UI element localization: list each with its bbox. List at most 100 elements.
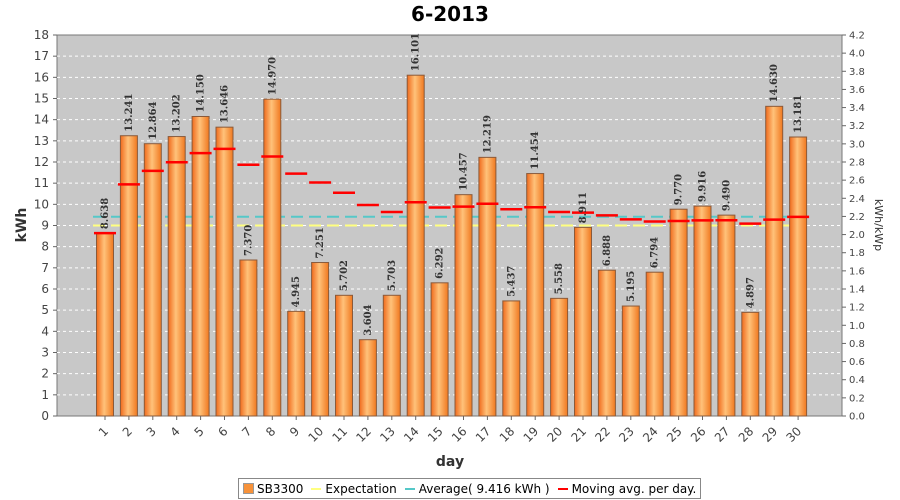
bar-value-label: 16.101 <box>411 33 422 71</box>
bar-value-label: 4.945 <box>291 276 302 307</box>
legend-label-expectation: Expectation <box>325 481 397 496</box>
y-axis-right: 0.0 0.2 0.4 0.6 0.8 1.0 1.2 1.4 1.6 1.8 2.0 2.2 2.4 2… <box>842 31 865 423</box>
bar-value-label: 12.219 <box>482 115 493 153</box>
bar <box>96 232 114 417</box>
y-right-tick-label: 4.0 <box>849 49 865 60</box>
y-axis-right-title: kWh/kWp <box>872 199 885 251</box>
bar <box>741 311 760 417</box>
y-tick-label: 15 <box>34 92 49 106</box>
y-right-tick-label: 3.8 <box>849 67 865 78</box>
y-tick-label: 1 <box>41 388 49 402</box>
bar-value-label: 5.703 <box>387 260 398 291</box>
bar-value-label: 9.490 <box>721 180 732 211</box>
chart-title: 6-2013 <box>411 2 489 26</box>
bar-value-label: 7.370 <box>243 225 254 256</box>
y-right-tick-label: 1.4 <box>849 285 865 296</box>
x-tick-label: 12 <box>353 424 374 445</box>
y-right-tick-label: 1.6 <box>849 266 865 277</box>
bar-value-label: 13.202 <box>172 94 183 132</box>
bar-value-label: 14.150 <box>196 74 207 112</box>
x-tick-label: 5 <box>191 424 206 439</box>
x-tick-label: 16 <box>449 424 470 445</box>
bar <box>119 135 138 417</box>
bar <box>693 205 712 417</box>
legend-swatch-average <box>404 487 415 490</box>
bar <box>789 136 808 417</box>
y-right-tick-label: 0.4 <box>849 375 865 386</box>
y-right-tick-label: 0.8 <box>849 339 865 350</box>
y-right-tick-label: 4.2 <box>849 31 865 42</box>
bar <box>765 105 784 417</box>
legend-item-average: Average( 9.416 kWh ) <box>404 481 550 496</box>
bar-value-label: 5.702 <box>339 260 350 291</box>
bar <box>287 310 306 417</box>
y-tick-label: 13 <box>34 134 49 148</box>
x-tick-label: 27 <box>712 424 733 445</box>
y-tick-label: 7 <box>41 261 49 275</box>
y-right-tick-label: 3.2 <box>849 121 865 132</box>
bar <box>311 262 330 417</box>
x-tick-label: 2 <box>120 424 135 439</box>
bar <box>478 156 497 417</box>
legend-item-moving-avg: Moving avg. per day. <box>557 482 696 496</box>
x-tick-label: 15 <box>425 424 446 445</box>
y-tick-label: 8 <box>41 240 49 254</box>
y-right-tick-label: 1.0 <box>849 321 865 332</box>
legend-label-sb3300: SB3300 <box>257 481 304 496</box>
y-tick-label: 0 <box>41 409 49 423</box>
legend-label-average: Average( 9.416 kWh ) <box>418 481 550 496</box>
bar <box>143 143 162 417</box>
x-tick-label: 13 <box>377 424 398 445</box>
legend-swatch-moving-avg <box>557 487 568 490</box>
y-right-tick-label: 0.6 <box>849 357 865 368</box>
bar-value-label: 13.646 <box>220 85 231 123</box>
legend-swatch-sb3300 <box>243 483 254 494</box>
y-tick-label: 9 <box>41 219 49 233</box>
bar-value-label: 3.604 <box>363 304 374 335</box>
bar <box>382 294 401 417</box>
y-tick-label: 6 <box>41 282 49 296</box>
bar <box>526 173 545 417</box>
bar-value-label: 13.181 <box>793 95 804 133</box>
y-tick-label: 5 <box>41 303 49 317</box>
x-tick-label: 29 <box>760 424 781 445</box>
bar-value-label: 9.916 <box>698 171 709 202</box>
bar-value-label: 7.251 <box>315 227 326 258</box>
x-tick-label: 14 <box>401 424 422 445</box>
bar <box>574 226 592 417</box>
x-tick-label: 9 <box>287 424 302 439</box>
y-right-tick-label: 1.8 <box>849 248 865 259</box>
legend-swatch-expectation <box>311 487 322 490</box>
x-tick-label: 7 <box>239 424 254 439</box>
bar-value-label: 4.897 <box>745 277 756 308</box>
x-tick-label: 1 <box>96 424 111 439</box>
bar-value-label: 14.970 <box>267 57 278 95</box>
x-axis: 1 2 3 4 5 6 7 8 9 10 11 12 13 14 15 16 17 18 19 20 21 22 23 24 2… <box>96 416 804 445</box>
y-tick-label: 11 <box>34 176 49 190</box>
bar-value-label: 6.888 <box>602 235 613 266</box>
x-tick-label: 17 <box>473 424 494 445</box>
y-tick-label: 14 <box>34 113 49 127</box>
bar-value-label: 11.454 <box>530 131 541 169</box>
y-tick-label: 16 <box>34 70 49 84</box>
bar-value-label: 8.911 <box>578 192 589 223</box>
y-tick-label: 4 <box>41 324 49 338</box>
bar-value-label: 5.195 <box>626 271 637 302</box>
bar-value-label: 12.864 <box>148 101 159 139</box>
y-right-tick-label: 3.4 <box>849 103 865 114</box>
x-tick-label: 23 <box>616 424 637 445</box>
y-tick-label: 2 <box>41 367 49 381</box>
y-right-tick-label: 0.2 <box>849 393 865 404</box>
x-tick-label: 4 <box>168 424 183 439</box>
bar <box>430 282 449 417</box>
x-tick-label: 11 <box>329 424 350 445</box>
legend-item-expectation: Expectation <box>311 481 397 496</box>
x-axis-title: day <box>436 454 464 470</box>
x-tick-label: 28 <box>736 424 757 445</box>
x-tick-label: 30 <box>784 424 805 445</box>
bar-value-label: 5.558 <box>554 263 565 294</box>
x-tick-label: 24 <box>640 424 661 445</box>
y-right-tick-label: 2.0 <box>849 230 865 241</box>
y-right-tick-label: 2.6 <box>849 176 865 187</box>
